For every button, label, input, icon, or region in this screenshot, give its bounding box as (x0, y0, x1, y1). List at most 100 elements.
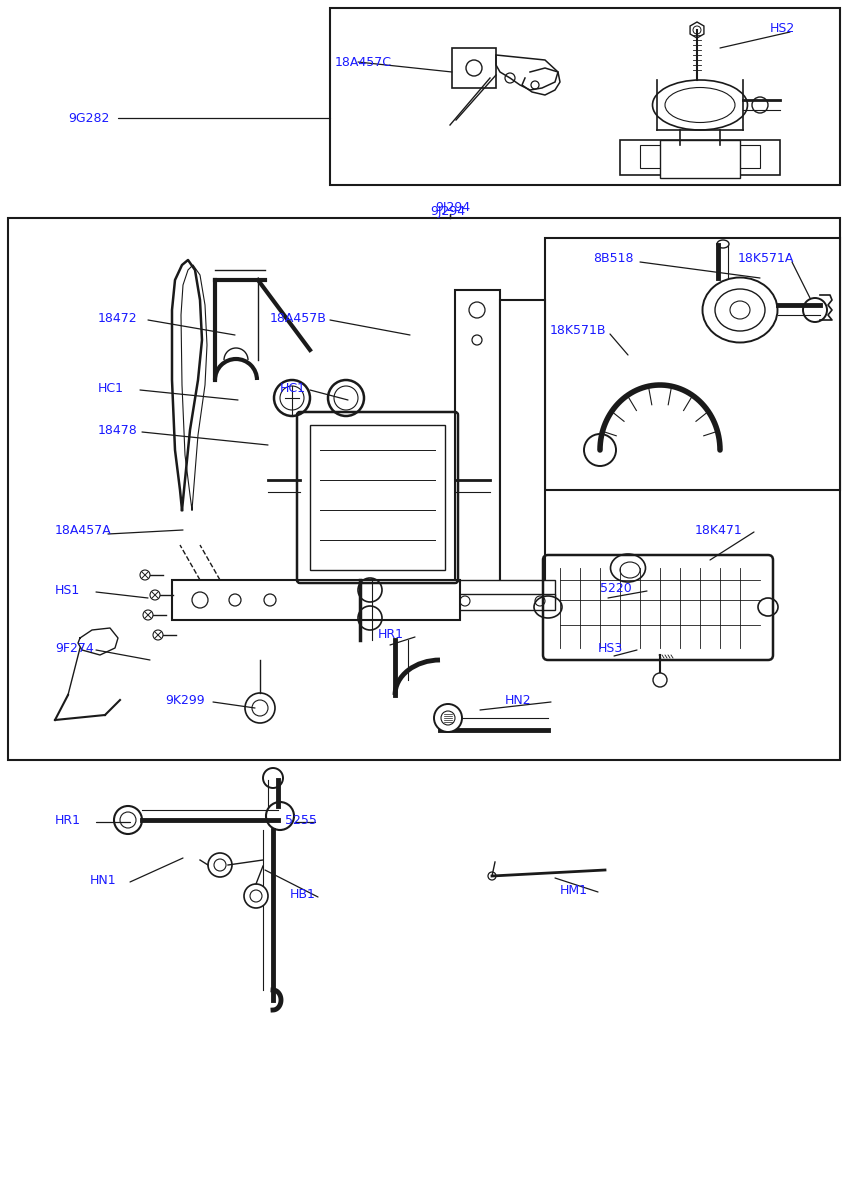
Bar (571, 625, 598, 650)
Text: 18A457C: 18A457C (335, 55, 392, 68)
Bar (760, 600, 787, 625)
Bar (544, 450, 571, 475)
Bar (760, 450, 787, 475)
Circle shape (441, 710, 455, 725)
Bar (787, 475, 814, 500)
Bar (452, 48, 496, 88)
Bar (787, 674, 814, 700)
Bar (450, 594, 555, 610)
Bar (625, 475, 652, 500)
Circle shape (244, 884, 268, 908)
Text: 9F274: 9F274 (55, 642, 94, 654)
Bar (310, 425, 445, 570)
Bar (640, 145, 760, 168)
Bar (660, 140, 740, 178)
Text: 18478: 18478 (98, 424, 137, 437)
Bar (544, 600, 571, 625)
Text: 18K571B: 18K571B (550, 324, 606, 336)
Bar (571, 475, 598, 500)
Text: 18K471: 18K471 (695, 523, 743, 536)
Text: car parts: car parts (310, 553, 447, 582)
Text: 8B518: 8B518 (593, 252, 633, 264)
Bar (544, 550, 571, 575)
Bar (733, 475, 760, 500)
Bar (625, 674, 652, 700)
Bar (598, 550, 625, 575)
Bar (625, 526, 652, 550)
Circle shape (140, 570, 150, 580)
Bar (571, 526, 598, 550)
Bar (706, 650, 733, 674)
Bar (517, 475, 544, 500)
Bar (652, 650, 679, 674)
Text: HM1: HM1 (560, 883, 588, 896)
Circle shape (153, 630, 163, 640)
Bar (445, 580, 555, 600)
Bar (625, 625, 652, 650)
Text: HS2: HS2 (770, 22, 795, 35)
Bar (598, 450, 625, 475)
Circle shape (434, 704, 462, 732)
Text: HN2: HN2 (505, 694, 532, 707)
Bar (571, 674, 598, 700)
Bar (652, 450, 679, 475)
Bar (330, 8, 840, 185)
Bar (490, 550, 517, 575)
Bar (455, 290, 500, 595)
Bar (8, 218, 840, 760)
Bar (544, 500, 571, 526)
Bar (652, 600, 679, 625)
Bar (500, 300, 545, 590)
Bar (706, 600, 733, 625)
Bar (490, 450, 517, 475)
Bar (517, 575, 544, 600)
Text: 9J294: 9J294 (430, 205, 465, 218)
Bar (733, 674, 760, 700)
Bar (706, 550, 733, 575)
Circle shape (150, 590, 160, 600)
Text: 18A457A: 18A457A (55, 523, 112, 536)
Text: 9K299: 9K299 (165, 694, 204, 707)
Bar (598, 500, 625, 526)
Bar (598, 600, 625, 625)
Text: HS1: HS1 (55, 583, 80, 596)
Bar (787, 575, 814, 600)
Bar (172, 580, 460, 620)
Bar (706, 450, 733, 475)
Text: HS3: HS3 (598, 642, 624, 654)
Text: 9J294: 9J294 (435, 200, 470, 214)
Circle shape (208, 853, 232, 877)
Text: HN1: HN1 (90, 874, 117, 887)
Bar (787, 625, 814, 650)
Text: HR1: HR1 (378, 629, 404, 642)
Bar (625, 575, 652, 600)
Bar (571, 575, 598, 600)
Text: HC1: HC1 (280, 382, 306, 395)
Text: SCUDERIA: SCUDERIA (310, 500, 658, 559)
Bar (733, 625, 760, 650)
Text: 18472: 18472 (98, 312, 137, 324)
Bar (679, 475, 706, 500)
Bar (787, 526, 814, 550)
Text: HR1: HR1 (55, 814, 81, 827)
Bar (544, 650, 571, 674)
Text: 9G282: 9G282 (68, 112, 109, 125)
Circle shape (653, 673, 667, 686)
Bar (679, 625, 706, 650)
Bar (733, 575, 760, 600)
Bar (620, 140, 780, 175)
Text: 18A457B: 18A457B (270, 312, 327, 324)
Bar (490, 600, 517, 625)
Text: HB1: HB1 (290, 888, 316, 901)
Bar (760, 650, 787, 674)
Bar (517, 625, 544, 650)
Bar (733, 526, 760, 550)
Bar (545, 238, 840, 490)
Bar (490, 650, 517, 674)
Bar (679, 674, 706, 700)
Text: 18K571A: 18K571A (738, 252, 795, 264)
Circle shape (143, 610, 153, 620)
Bar (706, 500, 733, 526)
Bar (679, 526, 706, 550)
Bar (490, 500, 517, 526)
